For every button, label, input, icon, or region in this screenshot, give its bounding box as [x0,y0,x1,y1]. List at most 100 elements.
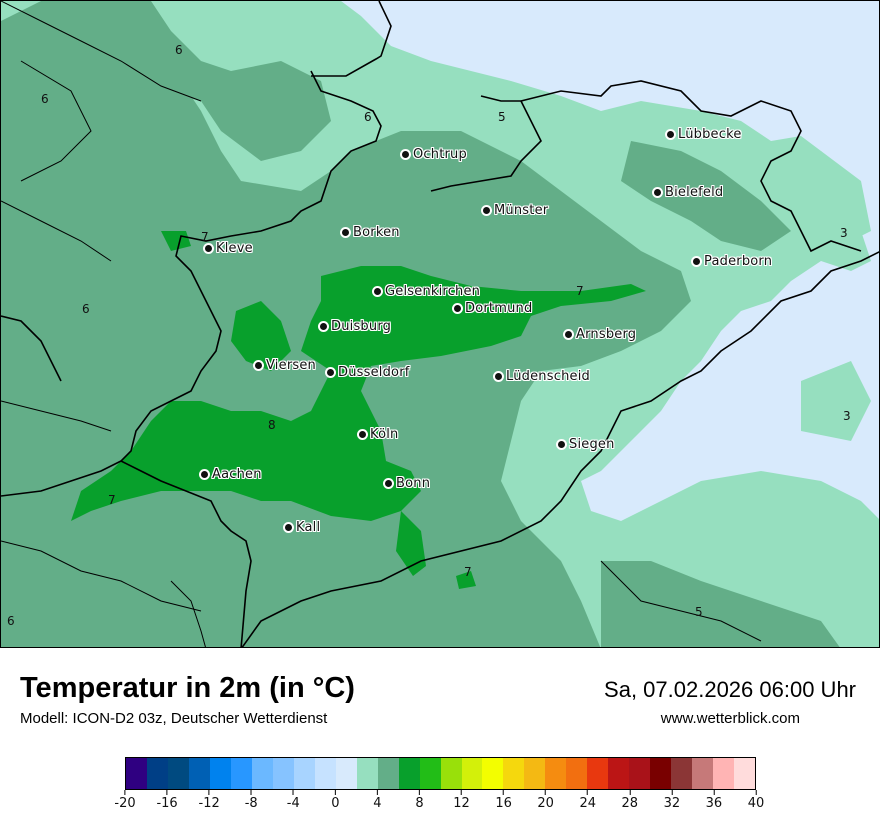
isotherm-label: 7 [108,493,116,507]
chart-title: Temperatur in 2m (in °C) [20,672,355,704]
isotherm-label: 6 [82,302,90,316]
isotherm-label: 6 [175,43,183,57]
city-label: Arnsberg [576,327,637,342]
colorbar-segment [587,758,609,789]
city-marker: Münster [483,203,548,218]
isotherm-label: 5 [498,110,506,124]
city-marker: Aachen [201,467,262,482]
colorbar-segment [377,758,399,789]
colorbar-segment [503,758,525,789]
colorbar-segment [209,758,231,789]
tick-label: -8 [244,796,258,811]
city-marker: Lübbecke [667,127,742,142]
city-marker: Kleve [205,241,253,256]
colorbar-segment [335,758,357,789]
city-marker: Arnsberg [565,327,636,342]
colorbar-segment [314,758,336,789]
colorbar-tick: 20 [537,790,554,811]
city-dot-icon [255,362,262,369]
city-marker: Kall [285,520,320,535]
city-label: Bonn [396,476,431,491]
isotherm-label: 5 [695,605,703,619]
colorbar-segment [230,758,252,789]
colorbar-segment [692,758,714,789]
tick-label: 16 [495,796,512,811]
city-marker: Gelsenkirchen [374,284,480,299]
colorbar-tick: 24 [579,790,596,811]
isotherm-label: 6 [364,110,372,124]
city-marker: Köln [359,427,398,442]
colorbar-segment [545,758,567,789]
tick-label: 28 [621,796,639,811]
city-marker: Viersen [255,358,316,373]
city-marker: Duisburg [320,319,391,334]
colorbar-tick: -8 [245,790,258,811]
colorbar-ticks: -20 -16 -12 -8 -4 0 4 8 12 16 20 24 28 32 36 40 [114,790,764,820]
city-marker: Bonn [385,476,430,491]
city-label: Gelsenkirchen [385,284,481,299]
colorbar-tick: 8 [415,790,424,811]
isotherm-label: 6 [7,614,15,628]
colorbar-segment [146,758,168,789]
colorbar-segment [713,758,735,789]
colorbar-segment [482,758,504,789]
colorbar-tick: 4 [373,790,382,811]
city-dot-icon [693,258,700,265]
city-label: Münster [494,203,549,218]
colorbar-segment [650,758,672,789]
tick-label: -20 [114,796,136,811]
colorbar-segment [608,758,630,789]
model-subtitle: Modell: ICON-D2 03z, Deutscher Wetterdie… [20,710,328,727]
colorbar-segment [419,758,441,789]
city-dot-icon [565,331,572,338]
city-label: Siegen [569,437,615,452]
tick-label: 0 [331,796,340,811]
city-dot-icon [654,189,661,196]
isotherm-label: 7 [576,284,584,298]
colorbar-segment [566,758,588,789]
tick-label: 24 [579,796,596,811]
tick-label: 4 [373,796,382,811]
city-dot-icon [342,229,349,236]
colorbar-tick: 0 [331,790,339,811]
city-marker: Lüdenscheid [495,369,590,384]
website-link[interactable]: www.wetterblick.com [660,710,800,727]
city-label: Aachen [212,467,262,482]
tick-label: 40 [747,796,765,811]
city-label: Kall [296,520,321,535]
city-marker: Siegen [558,437,615,452]
colorbar-segment [524,758,546,789]
colorbar-segment [734,758,756,789]
city-marker: Borken [342,225,400,240]
city-marker: Bielefeld [654,185,723,200]
forecast-datetime: Sa, 07.02.2026 06:00 Uhr [604,677,856,702]
city-label: Lüdenscheid [506,369,590,384]
city-dot-icon [285,524,292,531]
isotherm-label: 3 [843,409,851,423]
city-label: Viersen [266,358,316,373]
colorbar-segment [251,758,273,789]
city-marker: Paderborn [693,254,772,269]
colorbar-tick: -20 [114,790,136,811]
colorbar-segment [671,758,693,789]
colorbar-segment [126,758,147,789]
colorbar-segment [461,758,483,789]
city-dot-icon [667,131,674,138]
temperature-colorbar [125,757,756,790]
colorbar-tick: 36 [706,790,722,811]
isotherm-label: 3 [840,226,848,240]
city-dot-icon [359,431,366,438]
city-marker: Dortmund [454,301,532,316]
city-dot-icon [495,373,502,380]
isotherm-label: 7 [201,230,209,244]
colorbar-segment [440,758,462,789]
city-label: Duisburg [331,319,392,334]
tick-label: -12 [198,796,220,811]
isotherm-label: 7 [464,565,472,579]
tick-label: 32 [663,796,681,811]
city-label: Bielefeld [665,185,724,200]
colorbar-tick: -12 [199,790,220,811]
colorbar-tick: -4 [287,790,300,811]
city-label: Paderborn [704,254,773,269]
tick-label: 8 [415,796,424,811]
